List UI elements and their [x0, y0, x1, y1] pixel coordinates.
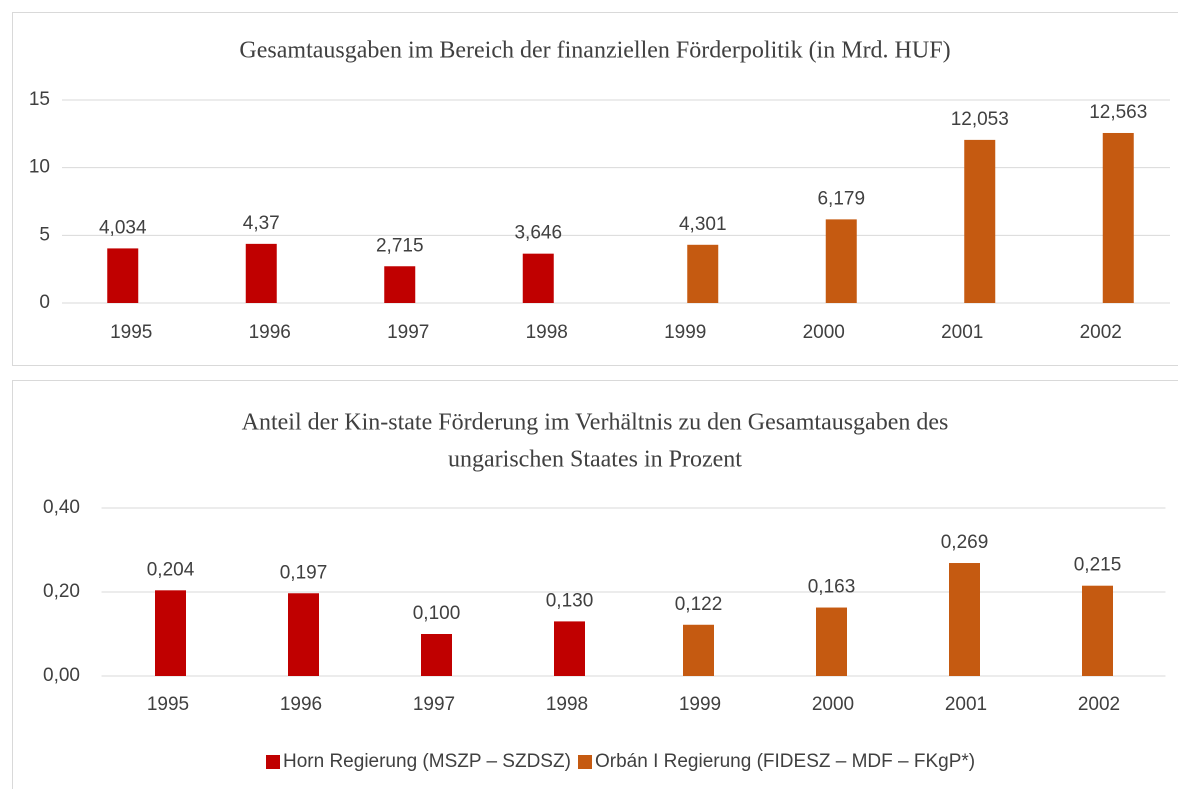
x-tick-label: 1996: [280, 694, 322, 715]
x-tick-label: 1999: [679, 694, 721, 715]
bar: [523, 254, 554, 303]
bar: [1103, 133, 1134, 303]
legend-swatch: [266, 755, 280, 769]
data-label: 4,37: [243, 213, 280, 234]
bar: [384, 266, 415, 303]
x-tick-label: 2001: [945, 694, 987, 715]
y-tick-label: 15: [29, 89, 50, 110]
chart-title: Gesamtausgaben im Bereich der finanziell…: [239, 38, 950, 64]
data-label: 2,715: [376, 235, 424, 256]
y-tick-label: 5: [39, 224, 50, 245]
data-label: 0,197: [280, 562, 328, 583]
y-tick-label: 10: [29, 157, 50, 178]
data-label: 0,163: [808, 577, 856, 598]
bar: [687, 245, 718, 303]
x-tick-label: 2000: [803, 322, 845, 343]
x-tick-label: 1999: [664, 322, 706, 343]
bar: [554, 621, 585, 676]
chart-title: ungarischen Staates in Prozent: [448, 447, 742, 473]
y-tick-label: 0: [39, 292, 50, 313]
x-tick-label: 2002: [1078, 694, 1120, 715]
x-tick-label: 1995: [110, 322, 152, 343]
legend-label: Orbán I Regierung (FIDESZ – MDF – FKgP*): [595, 751, 975, 772]
data-label: 0,269: [941, 532, 989, 553]
x-tick-label: 2002: [1080, 322, 1122, 343]
y-tick-label: 0,00: [43, 665, 80, 686]
x-tick-label: 2000: [812, 694, 854, 715]
x-tick-label: 1996: [249, 322, 291, 343]
bar: [683, 625, 714, 676]
x-tick-label: 1998: [526, 322, 568, 343]
data-label: 12,563: [1089, 102, 1147, 123]
bar: [826, 219, 857, 303]
bar: [107, 248, 138, 303]
chart-title: Anteil der Kin-state Förderung im Verhäl…: [242, 410, 949, 436]
data-label: 12,053: [951, 109, 1009, 130]
bar: [1082, 586, 1113, 676]
bar: [155, 590, 186, 676]
bar: [246, 244, 277, 303]
data-label: 4,301: [679, 214, 727, 235]
bar: [964, 140, 995, 303]
legend-label: Horn Regierung (MSZP – SZDSZ): [283, 751, 571, 772]
data-label: 0,122: [675, 594, 723, 615]
chart-frame: [13, 13, 1178, 366]
data-label: 0,130: [546, 590, 594, 611]
x-tick-label: 2001: [941, 322, 983, 343]
y-tick-label: 0,20: [43, 581, 80, 602]
bar: [288, 593, 319, 676]
data-label: 6,179: [817, 188, 865, 209]
y-tick-label: 0,40: [43, 497, 80, 518]
data-label: 0,215: [1074, 555, 1122, 576]
chart-frame: [13, 381, 1178, 790]
bar: [949, 563, 980, 676]
x-tick-label: 1995: [147, 694, 189, 715]
legend-swatch: [578, 755, 592, 769]
x-tick-label: 1997: [387, 322, 429, 343]
data-label: 3,646: [514, 223, 562, 244]
data-label: 0,204: [147, 559, 195, 580]
data-label: 4,034: [99, 217, 147, 238]
bar: [816, 608, 847, 676]
x-tick-label: 1997: [413, 694, 455, 715]
data-label: 0,100: [413, 603, 461, 624]
bar: [421, 634, 452, 676]
x-tick-label: 1998: [546, 694, 588, 715]
